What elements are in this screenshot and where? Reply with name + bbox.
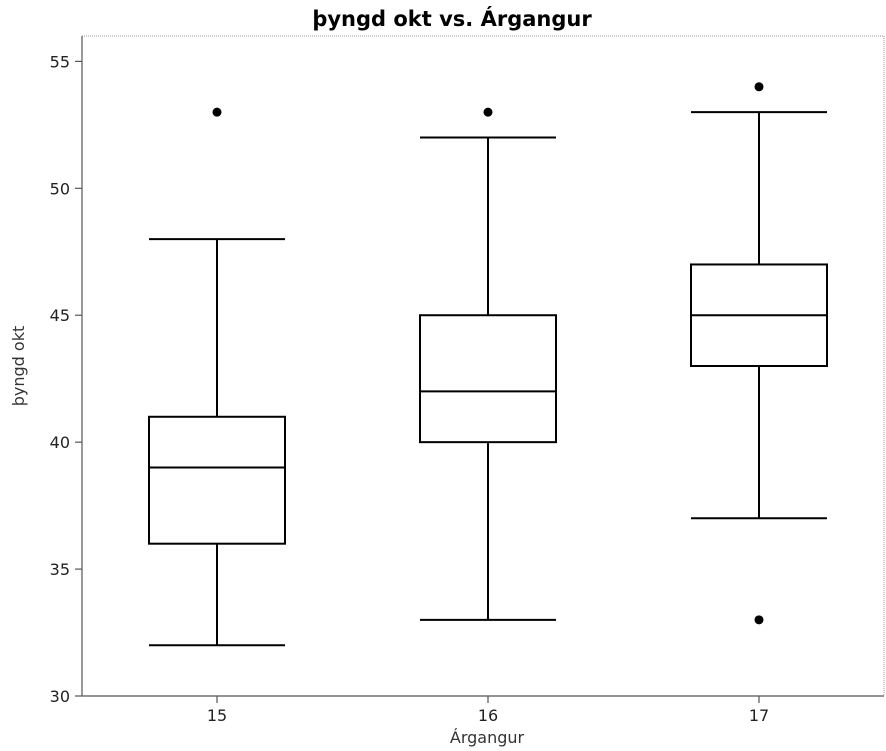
x-axis-label: Árgangur (450, 728, 525, 747)
y-axis-label: þyngd okt (9, 326, 28, 407)
boxes-group (148, 82, 828, 647)
y-tick-label: 50 (50, 179, 70, 198)
outlier-point (483, 107, 493, 117)
box-16 (419, 107, 557, 621)
y-axis-ticks: 30 35 40 45 50 55 (50, 52, 82, 706)
y-tick-label: 55 (50, 52, 70, 71)
y-tick-label: 35 (50, 560, 70, 579)
x-tick-label: 16 (478, 706, 498, 725)
chart-title: þyngd okt vs. Árgangur (312, 6, 592, 31)
x-tick-label: 15 (207, 706, 227, 725)
outlier-point (754, 615, 764, 625)
y-tick-label: 30 (50, 687, 70, 706)
y-tick-label: 45 (50, 306, 70, 325)
box-17 (690, 82, 828, 625)
outlier-point (212, 107, 222, 117)
iqr-box (148, 415, 286, 545)
y-tick-label: 40 (50, 433, 70, 452)
box-15 (148, 107, 286, 647)
x-axis-ticks: 15 16 17 (207, 696, 769, 725)
outlier-point (754, 82, 764, 92)
x-tick-label: 17 (749, 706, 769, 725)
iqr-box (419, 314, 557, 444)
